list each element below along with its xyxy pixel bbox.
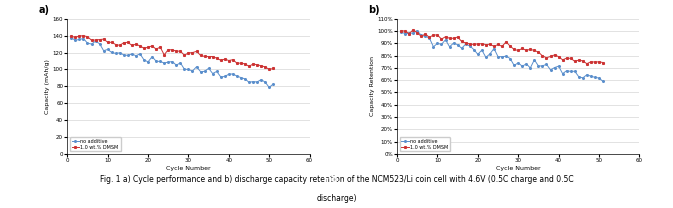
no additive (261, 81, 269, 83)
no additive (546, 69, 555, 71)
Line: no additive: no additive (400, 30, 604, 82)
no additive (595, 77, 603, 79)
Text: discharge): discharge) (316, 194, 357, 203)
Legend: no additive, 1.0 wt.% DMSM: no additive, 1.0 wt.% DMSM (70, 137, 120, 151)
1.0 wt.% DMSM (599, 61, 607, 64)
Line: 1.0 wt.% DMSM: 1.0 wt.% DMSM (400, 29, 604, 64)
Line: 1.0 wt.% DMSM: 1.0 wt.% DMSM (71, 35, 274, 70)
1.0 wt.% DMSM (261, 66, 269, 68)
no additive (534, 65, 542, 67)
no additive (269, 83, 277, 85)
1.0 wt.% DMSM (583, 62, 591, 65)
1.0 wt.% DMSM (397, 29, 405, 32)
no additive (201, 70, 209, 73)
Y-axis label: Capacity Retention: Capacity Retention (369, 56, 374, 116)
1.0 wt.% DMSM (79, 35, 87, 37)
1.0 wt.% DMSM (136, 45, 144, 47)
1.0 wt.% DMSM (462, 42, 470, 44)
1.0 wt.% DMSM (466, 43, 474, 45)
X-axis label: Cycle Number: Cycle Number (166, 166, 211, 171)
1.0 wt.% DMSM (205, 55, 213, 58)
Text: a): a) (38, 5, 49, 15)
no additive (599, 80, 607, 83)
Y-axis label: Capacity (mAh/g): Capacity (mAh/g) (45, 59, 50, 114)
Line: no additive: no additive (71, 37, 274, 88)
Text: Fig. 1: Fig. 1 (324, 175, 349, 184)
1.0 wt.% DMSM (116, 44, 124, 47)
1.0 wt.% DMSM (217, 59, 225, 62)
no additive (128, 53, 136, 55)
no additive (446, 46, 454, 48)
1.0 wt.% DMSM (265, 68, 273, 71)
1.0 wt.% DMSM (67, 35, 75, 37)
Legend: no additive, 1.0 wt.% DMSM: no additive, 1.0 wt.% DMSM (400, 137, 450, 151)
1.0 wt.% DMSM (132, 43, 140, 45)
Text: b): b) (368, 5, 380, 15)
no additive (462, 43, 470, 45)
no additive (466, 45, 474, 47)
no additive (112, 52, 120, 55)
no additive (132, 54, 140, 57)
no additive (265, 86, 273, 89)
1.0 wt.% DMSM (409, 28, 417, 31)
no additive (397, 31, 405, 33)
1.0 wt.% DMSM (534, 51, 542, 53)
no additive (67, 37, 75, 39)
X-axis label: Cycle Number: Cycle Number (496, 166, 540, 171)
1.0 wt.% DMSM (546, 55, 555, 58)
1.0 wt.% DMSM (595, 61, 603, 63)
1.0 wt.% DMSM (446, 37, 454, 40)
no additive (413, 29, 421, 32)
Text: Fig. 1 a) Cycle performance and b) discharge capacity retention of the NCM523/Li: Fig. 1 a) Cycle performance and b) disch… (100, 175, 573, 184)
1.0 wt.% DMSM (269, 67, 277, 70)
no additive (213, 70, 221, 73)
